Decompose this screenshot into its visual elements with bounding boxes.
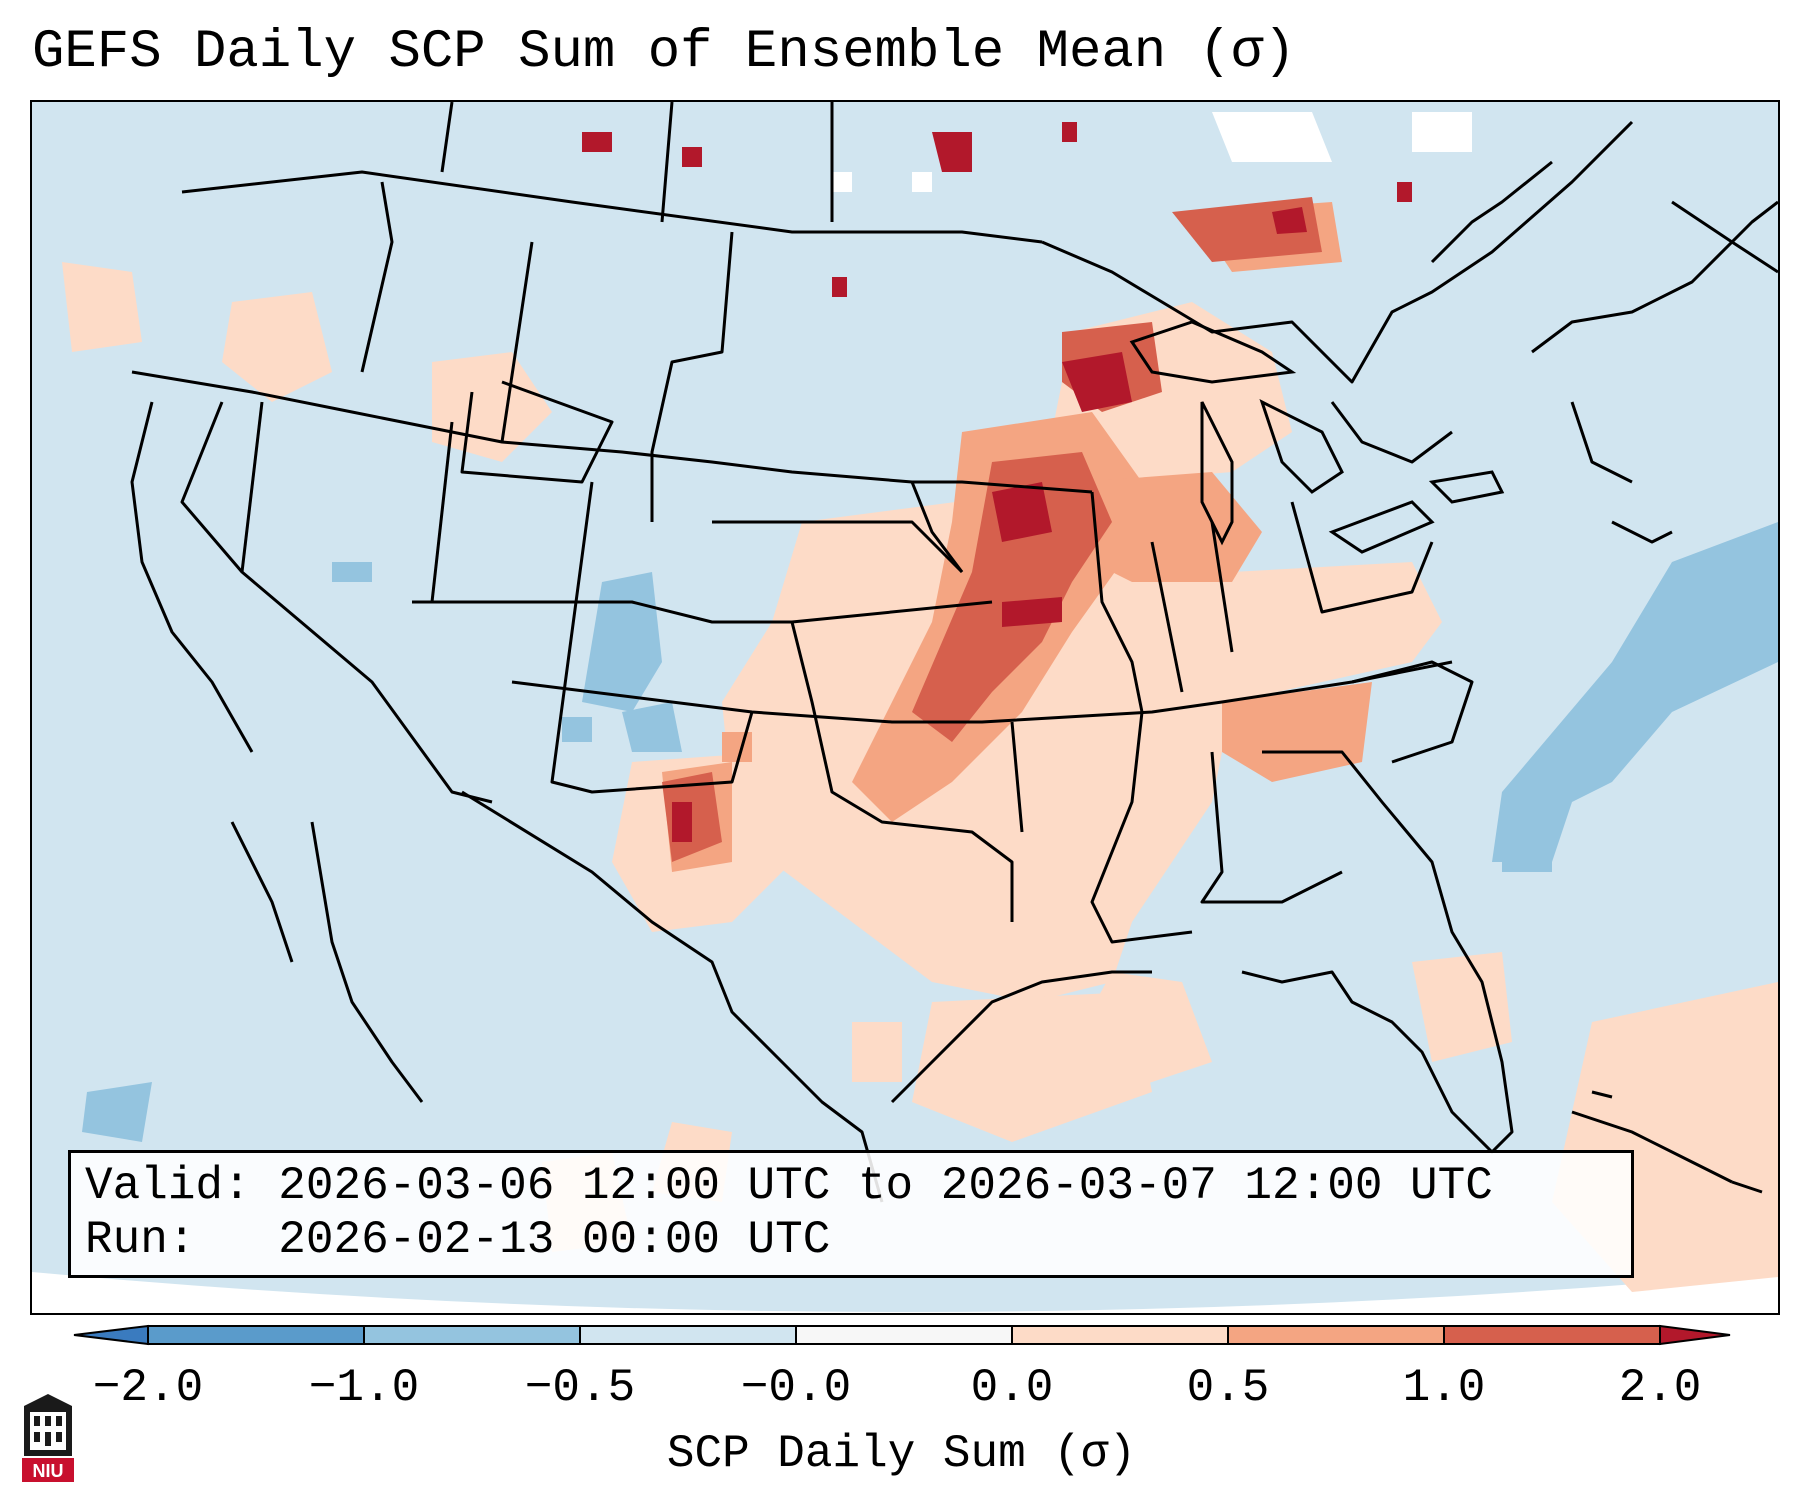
run-value: 2026-02-13 00:00 UTC bbox=[278, 1214, 831, 1266]
colorbar-bin bbox=[796, 1326, 1012, 1344]
map-title: GEFS Daily SCP Sum of Ensemble Mean (σ) bbox=[32, 22, 1296, 83]
valid-run-info-box: Valid: 2026-03-06 12:00 UTC to 2026-03-0… bbox=[68, 1150, 1634, 1278]
colorbar-bin bbox=[364, 1326, 580, 1344]
state-borders bbox=[130, 102, 1778, 1203]
valid-label: Valid: bbox=[85, 1160, 251, 1212]
colorbar-bin bbox=[1444, 1326, 1660, 1344]
caribbean-islands bbox=[1571, 1090, 1763, 1194]
colorbar-extend-high bbox=[1659, 1324, 1731, 1346]
niu-logo: NIU bbox=[22, 1394, 74, 1482]
colorbar-extend-low bbox=[73, 1324, 149, 1346]
colorbar-ticks bbox=[147, 1326, 1661, 1344]
colorbar-tick-label: 2.0 bbox=[1618, 1362, 1702, 1414]
colorbar bbox=[73, 1324, 1731, 1346]
colorbar-tick-label: 0.5 bbox=[1186, 1362, 1270, 1414]
great-lakes bbox=[1129, 320, 1505, 554]
colorbar-bin bbox=[1012, 1326, 1228, 1344]
colorbar-tick-label: 0.0 bbox=[970, 1362, 1054, 1414]
scp-neutral-specks bbox=[832, 112, 1472, 192]
niu-logo-text: NIU bbox=[33, 1461, 64, 1481]
colorbar-bin bbox=[1228, 1326, 1444, 1344]
map-panel bbox=[30, 100, 1780, 1315]
colorbar-tick-label: 1.0 bbox=[1402, 1362, 1486, 1414]
valid-value: 2026-03-06 12:00 UTC to 2026-03-07 12:00… bbox=[278, 1160, 1493, 1212]
colorbar-tick-label: −1.0 bbox=[308, 1362, 420, 1414]
colorbar-tick-label: −0.0 bbox=[740, 1362, 852, 1414]
colorbar-label: SCP Daily Sum (σ) bbox=[666, 1428, 1137, 1480]
colorbar-bin bbox=[148, 1326, 364, 1344]
scp-negative-region bbox=[82, 522, 1778, 1142]
scp-extreme-positive-region bbox=[582, 122, 1412, 842]
colorbar-tick-label: −0.5 bbox=[524, 1362, 636, 1414]
run-label: Run: bbox=[85, 1214, 196, 1266]
colorbar-tick-label: −2.0 bbox=[92, 1362, 204, 1414]
colorbar-bin bbox=[580, 1326, 796, 1344]
